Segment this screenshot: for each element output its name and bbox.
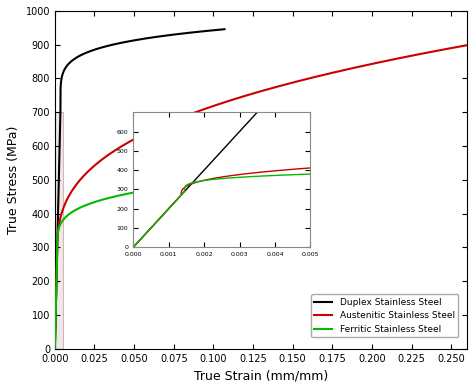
Y-axis label: True Stress (MPa): True Stress (MPa) [7,126,20,234]
Bar [55,112,63,349]
X-axis label: True Strain (mm/mm): True Strain (mm/mm) [194,369,328,382]
Legend: Duplex Stainless Steel, Austenitic Stainless Steel, Ferritic Stainless Steel: Duplex Stainless Steel, Austenitic Stain… [311,294,458,337]
